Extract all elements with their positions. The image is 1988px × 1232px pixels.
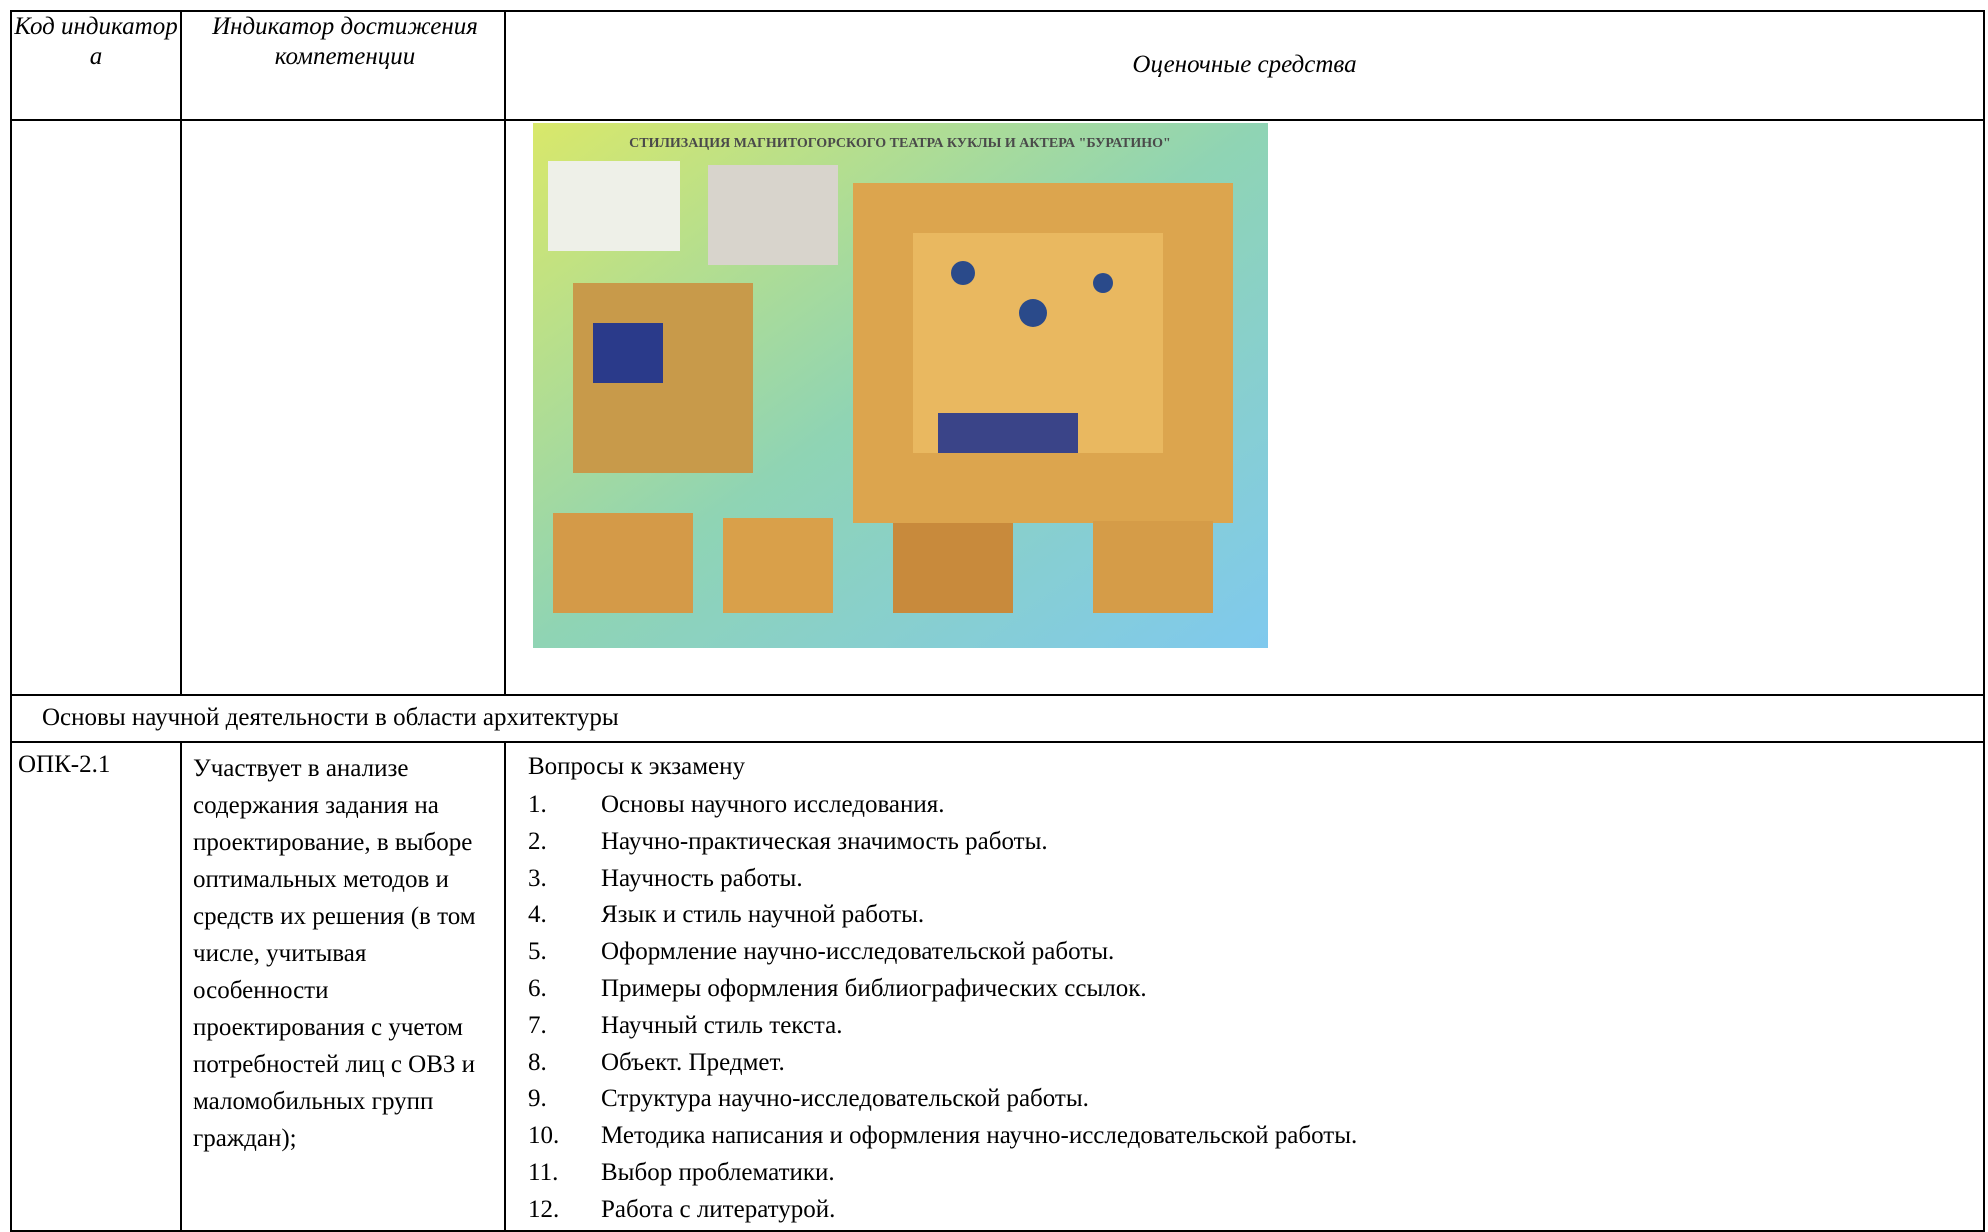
border [504, 10, 506, 696]
question-number: 8. [528, 1048, 547, 1076]
question-number: 11. [528, 1159, 559, 1186]
question-text: Структура научно-исследовательской работ… [601, 1085, 1089, 1113]
border [10, 10, 1985, 12]
question-number: 12. [528, 1195, 560, 1223]
border [10, 1230, 1985, 1232]
border [10, 119, 1985, 121]
question-text: Оформление научно-исследовательской рабо… [601, 938, 1115, 966]
border [504, 741, 506, 1232]
header-cell: Индикатор достижения компетенции [212, 13, 478, 70]
question-number: 7. [528, 1011, 547, 1039]
question-number: 4. [528, 901, 547, 929]
assessment-title: Вопросы к экзамену [528, 753, 746, 780]
question-number: 10. [528, 1122, 560, 1150]
question-text: Примеры оформления библиографических ссы… [601, 975, 1147, 1002]
question-text: Работа с литературой. [601, 1195, 836, 1223]
question-text: Выбор проблематики. [601, 1159, 835, 1186]
question-number: 9. [528, 1085, 547, 1113]
question-text: Объект. Предмет. [601, 1048, 785, 1076]
question-text: Научный стиль текста. [601, 1011, 843, 1039]
poster-image: СТИЛИЗАЦИЯ МАГНИТОГОРСКОГО ТЕАТРА КУКЛЫ … [533, 123, 1268, 648]
border [10, 741, 1985, 743]
question-text: Основы научного исследования. [601, 791, 945, 818]
question-number: 1. [528, 791, 547, 818]
border [180, 741, 182, 1232]
header-cell: Код индикатора [14, 13, 178, 70]
section-title: Основы научной деятельности в области ар… [42, 704, 619, 731]
question-number: 3. [528, 864, 547, 892]
indicator-text: Участвует в анализе содержания задания н… [193, 755, 476, 1152]
question-text: Методика написания и оформления научно-и… [601, 1122, 1358, 1150]
question-text: Язык и стиль научной работы. [601, 901, 925, 929]
question-text: Научно-практическая значимость работы. [601, 827, 1048, 855]
border [1983, 10, 1985, 1232]
question-number: 5. [528, 938, 547, 966]
question-number: 6. [528, 975, 547, 1002]
question-number: 2. [528, 827, 547, 855]
poster-title: СТИЛИЗАЦИЯ МАГНИТОГОРСКОГО ТЕАТРА КУКЛЫ … [629, 136, 1171, 151]
question-text: Научность работы. [601, 864, 803, 892]
indicator-code: ОПК-2.1 [18, 751, 111, 778]
border [10, 694, 1985, 696]
border [180, 10, 182, 696]
border [10, 10, 12, 1232]
header-cell: Оценочные средства [1132, 51, 1357, 78]
